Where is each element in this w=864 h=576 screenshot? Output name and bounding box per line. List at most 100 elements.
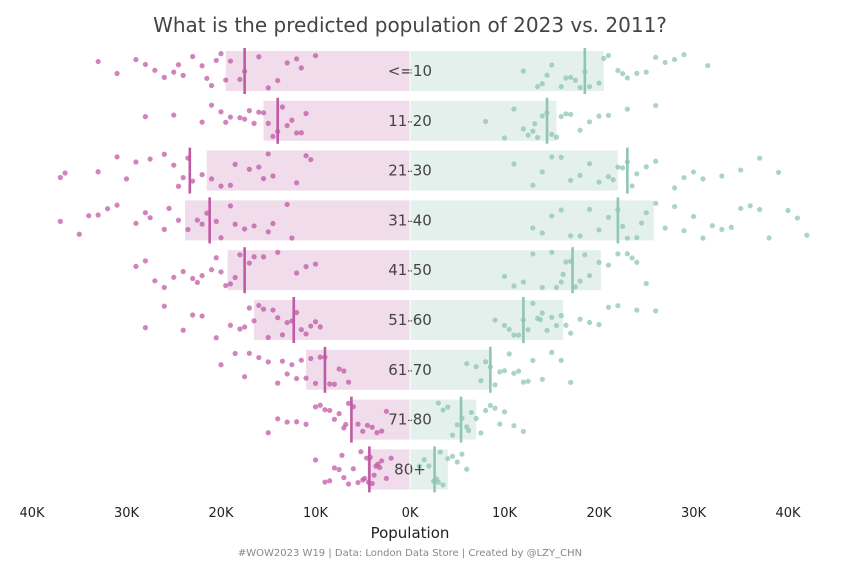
point-left-2-5 xyxy=(147,156,153,162)
point-left-0-24 xyxy=(175,62,182,68)
bar-right-2 xyxy=(410,150,618,191)
point-right-2-21 xyxy=(719,173,725,179)
point-left-1-14 xyxy=(294,130,300,136)
point-right-0-1 xyxy=(534,84,541,90)
point-left-6-2 xyxy=(246,350,252,356)
point-left-2-14 xyxy=(232,161,238,167)
point-left-8-7 xyxy=(350,466,356,472)
point-right-2-16 xyxy=(653,158,659,164)
point-right-6-9 xyxy=(511,370,517,376)
point-left-5-5 xyxy=(227,322,234,328)
point-left-4-4 xyxy=(180,268,186,275)
point-left-8-10 xyxy=(362,475,368,481)
point-right-0-12 xyxy=(605,52,612,59)
point-right-3-30 xyxy=(638,220,645,226)
point-right-3-2 xyxy=(549,213,555,219)
point-right-6-14 xyxy=(549,349,555,355)
point-left-7-21 xyxy=(343,421,349,428)
point-left-1-9 xyxy=(265,120,271,126)
point-left-4-19 xyxy=(152,278,158,284)
point-right-5-23 xyxy=(537,317,544,323)
x-tick-label-4: 0K xyxy=(402,506,419,521)
point-right-3-4 xyxy=(568,233,574,239)
point-left-6-21 xyxy=(279,358,286,364)
point-right-0-22 xyxy=(705,63,711,69)
point-left-3-6 xyxy=(147,215,153,221)
point-right-2-17 xyxy=(672,185,678,191)
point-left-3-3 xyxy=(105,206,111,212)
point-right-1-13 xyxy=(568,111,574,118)
point-right-5-16 xyxy=(577,316,583,322)
point-right-2-23 xyxy=(757,155,763,161)
point-right-5-20 xyxy=(615,303,621,309)
point-right-2-15 xyxy=(643,164,649,170)
point-left-4-2 xyxy=(161,284,167,291)
point-right-5-4 xyxy=(516,332,522,338)
point-right-3-15 xyxy=(662,225,668,231)
point-left-5-4 xyxy=(213,335,219,341)
point-left-0-25 xyxy=(223,77,229,83)
point-right-8-7 xyxy=(449,453,456,459)
point-right-5-7 xyxy=(530,300,536,306)
point-left-5-7 xyxy=(242,324,248,330)
point-left-8-3 xyxy=(331,465,337,471)
point-left-5-23 xyxy=(190,312,196,318)
point-left-2-16 xyxy=(256,164,262,170)
point-left-2-4 xyxy=(133,159,139,165)
point-left-0-23 xyxy=(294,56,300,62)
point-left-0-20 xyxy=(204,75,210,81)
point-left-0-18 xyxy=(161,74,167,80)
x-axis-ticks: 40K 30K 20K 10K 0K 10K 20K 30K 40K xyxy=(19,506,801,521)
point-right-3-25 xyxy=(757,206,763,213)
point-left-2-15 xyxy=(246,166,252,172)
point-left-3-13 xyxy=(213,218,219,224)
point-left-7-20 xyxy=(294,419,300,425)
point-right-4-10 xyxy=(572,284,578,290)
point-right-4-17 xyxy=(624,251,630,257)
point-left-7-15 xyxy=(364,422,371,428)
point-left-6-13 xyxy=(317,354,323,360)
point-left-3-17 xyxy=(251,223,257,229)
point-left-6-20 xyxy=(242,374,248,380)
point-right-7-17 xyxy=(465,427,472,434)
point-left-6-0 xyxy=(218,362,224,368)
point-left-5-8 xyxy=(246,305,252,311)
x-tick-label-8: 40K xyxy=(775,506,801,521)
point-left-3-19 xyxy=(270,220,276,227)
point-right-2-12 xyxy=(620,165,626,171)
point-left-7-7 xyxy=(327,407,333,414)
point-right-8-12 xyxy=(437,449,443,455)
point-left-1-17 xyxy=(208,102,215,108)
point-right-7-1 xyxy=(440,407,446,413)
point-right-4-13 xyxy=(586,272,593,279)
point-right-1-12 xyxy=(563,111,569,117)
point-left-4-7 xyxy=(208,267,215,273)
point-right-0-16 xyxy=(634,70,640,77)
point-left-4-9 xyxy=(218,269,224,275)
point-left-2-6 xyxy=(161,151,167,157)
point-right-6-3 xyxy=(483,359,489,365)
point-right-0-3 xyxy=(544,72,550,78)
point-left-3-15 xyxy=(232,221,238,227)
point-right-4-4 xyxy=(539,284,545,291)
point-right-7-13 xyxy=(497,421,503,427)
point-right-3-12 xyxy=(634,235,640,241)
point-right-0-5 xyxy=(558,84,564,90)
point-right-4-21 xyxy=(560,271,566,277)
point-left-5-11 xyxy=(265,334,271,341)
point-left-2-8 xyxy=(180,175,186,181)
point-right-0-20 xyxy=(672,56,678,63)
point-left-7-4 xyxy=(312,404,319,410)
point-right-4-7 xyxy=(558,279,564,285)
point-right-2-2 xyxy=(539,169,545,175)
point-right-4-6 xyxy=(553,284,560,290)
point-right-6-5 xyxy=(492,382,498,388)
point-left-2-23 xyxy=(123,176,130,182)
point-left-7-13 xyxy=(355,421,361,427)
point-right-3-17 xyxy=(681,228,687,234)
point-right-3-29 xyxy=(804,232,810,238)
point-right-8-9 xyxy=(459,451,465,457)
point-right-5-11 xyxy=(549,314,555,320)
point-right-4-0 xyxy=(501,273,508,279)
point-left-7-6 xyxy=(322,407,328,413)
